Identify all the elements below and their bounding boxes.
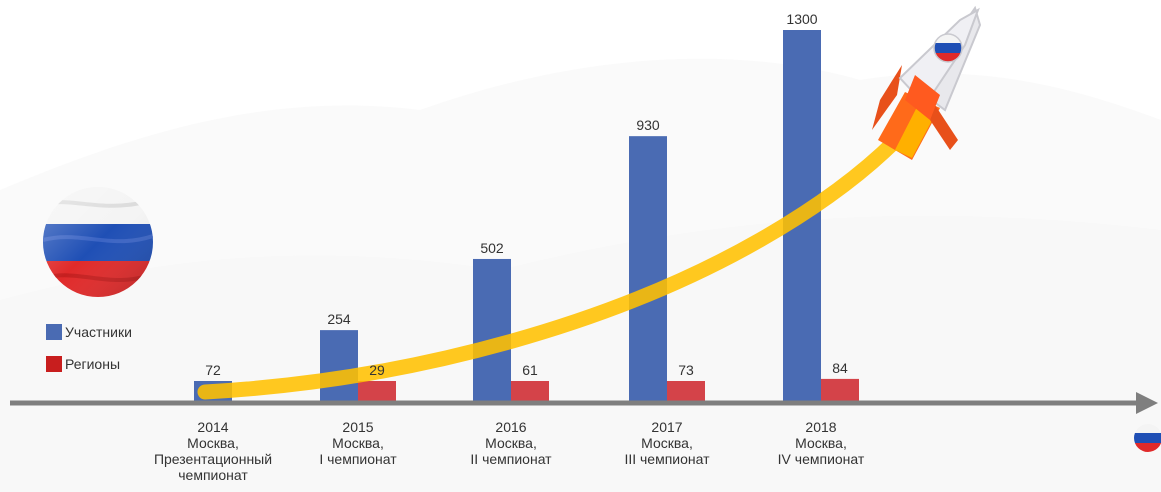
x-tick-event: IV чемпионат bbox=[777, 451, 865, 467]
legend-label-regions: Регионы bbox=[65, 356, 121, 372]
data-label-regions-2016: 61 bbox=[522, 362, 538, 378]
legend-item-participants: Участники bbox=[46, 322, 132, 342]
bar-regions-2016 bbox=[511, 381, 549, 403]
x-tick-year: 2015 bbox=[342, 419, 374, 435]
x-tick-label-2014: 2014 Москва, Презентационный чемпионат bbox=[143, 419, 283, 483]
data-label-regions-2015: 29 bbox=[369, 362, 385, 378]
legend: Участники Регионы bbox=[46, 322, 132, 386]
bar-regions-2017 bbox=[667, 381, 705, 403]
x-tick-event: чемпионат bbox=[178, 467, 248, 483]
labels-group: 72 254 502 930 1300 29 61 73 84 bbox=[205, 11, 848, 378]
x-tick-label-2015: 2015 Москва, I чемпионат bbox=[288, 419, 428, 467]
x-tick-year: 2017 bbox=[651, 419, 683, 435]
x-tick-city: Москва, bbox=[332, 435, 384, 451]
x-tick-label-2018: 2018 Москва, IV чемпионат bbox=[751, 419, 891, 467]
bar-participants-2016 bbox=[473, 258, 511, 403]
x-tick-city: Москва, bbox=[641, 435, 693, 451]
data-label-participants-2015: 254 bbox=[327, 311, 351, 327]
growth-curve bbox=[197, 112, 923, 400]
data-label-regions-2018: 84 bbox=[832, 360, 848, 376]
x-tick-label-2017: 2017 Москва, III чемпионат bbox=[597, 419, 737, 467]
data-label-regions-2017: 73 bbox=[678, 362, 694, 378]
x-tick-year: 2016 bbox=[495, 419, 527, 435]
x-tick-city: Москва, bbox=[795, 435, 847, 451]
small-russia-flag-icon bbox=[1134, 424, 1161, 452]
x-tick-event: Презентационный bbox=[153, 451, 273, 467]
axis-arrow-icon bbox=[1136, 392, 1158, 414]
x-tick-year: 2014 bbox=[197, 419, 229, 435]
legend-label-participants: Участники bbox=[65, 324, 132, 340]
bars-group bbox=[194, 30, 859, 403]
data-label-participants-2018: 1300 bbox=[786, 11, 817, 27]
data-label-participants-2016: 502 bbox=[480, 240, 504, 256]
legend-swatch-participants bbox=[46, 324, 62, 340]
bar-participants-2015 bbox=[320, 330, 358, 403]
x-tick-event: III чемпионат bbox=[624, 451, 710, 467]
legend-item-regions: Регионы bbox=[46, 354, 132, 374]
bar-participants-2017 bbox=[629, 136, 667, 403]
x-tick-city: Москва, bbox=[485, 435, 537, 451]
x-tick-year: 2018 bbox=[805, 419, 837, 435]
x-tick-city: Москва, bbox=[187, 435, 239, 451]
data-label-participants-2017: 930 bbox=[636, 117, 660, 133]
x-axis bbox=[10, 392, 1158, 414]
x-tick-event: II чемпионат bbox=[470, 451, 552, 467]
bar-regions-2015 bbox=[358, 381, 396, 403]
x-tick-event: I чемпионат bbox=[319, 451, 397, 467]
x-tick-label-2016: 2016 Москва, II чемпионат bbox=[441, 419, 581, 467]
rocket-icon bbox=[872, 5, 982, 160]
bar-regions-2018 bbox=[821, 378, 859, 403]
legend-swatch-regions bbox=[46, 356, 62, 372]
data-label-participants-2014: 72 bbox=[205, 362, 221, 378]
russia-flag-circle-icon bbox=[43, 187, 153, 297]
